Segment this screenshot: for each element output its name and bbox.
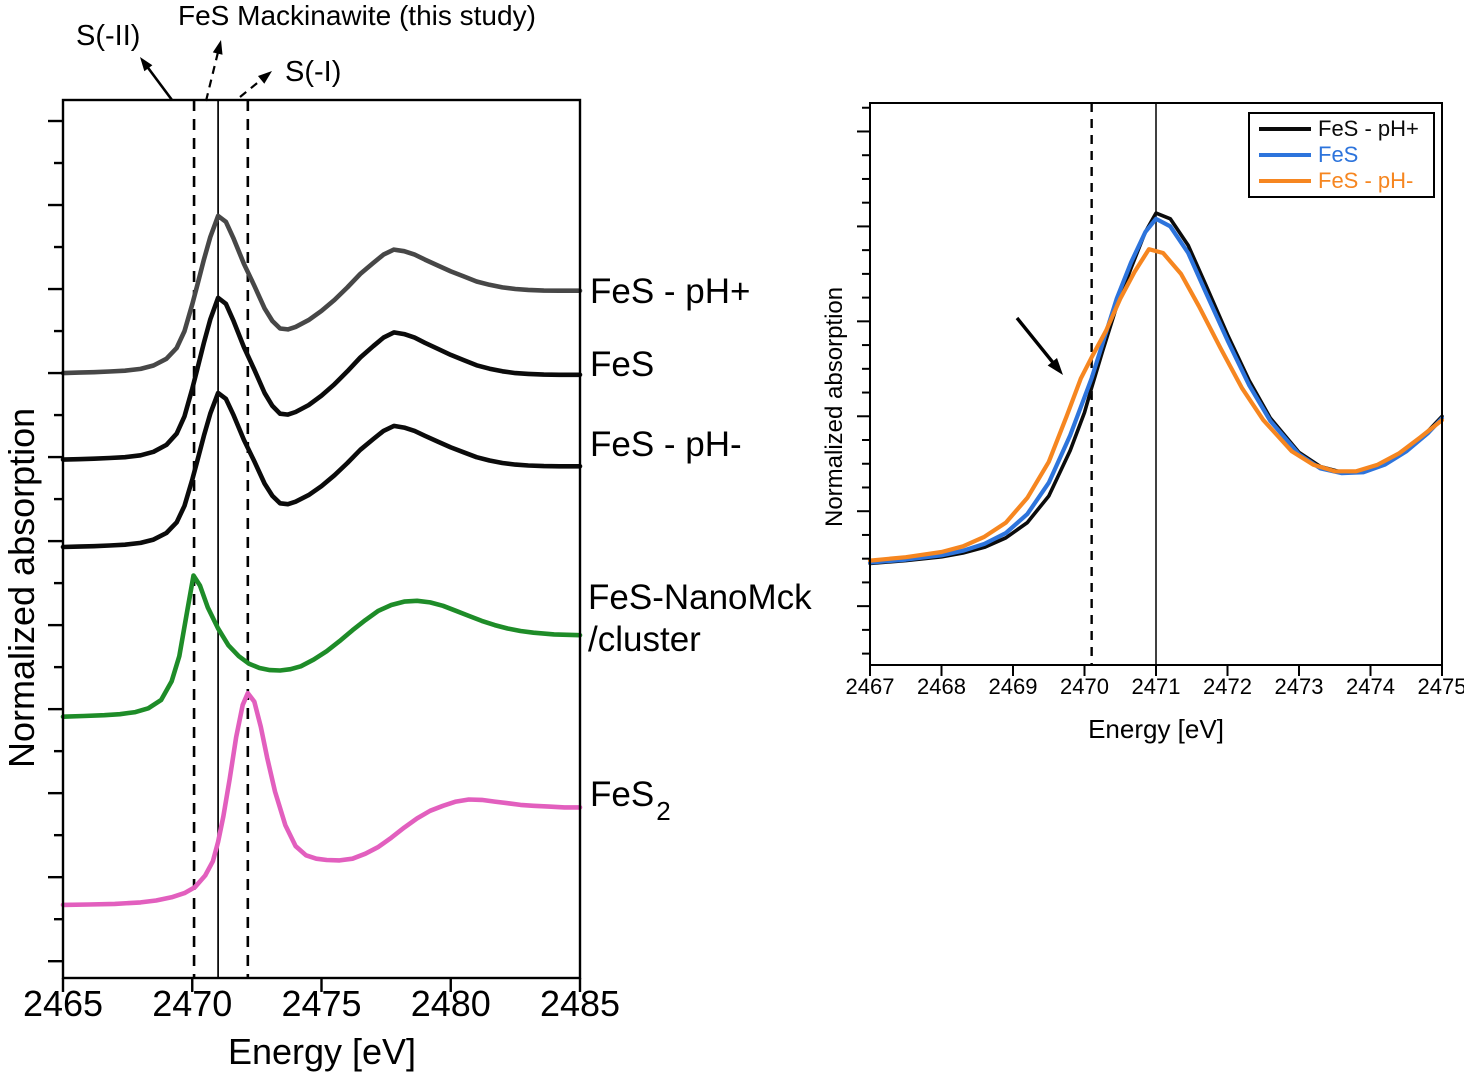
series-curve-fes-ph- bbox=[867, 247, 1445, 563]
legend-entry-fes-ph-plus: FeS - pH+ bbox=[1259, 118, 1433, 140]
x-tick-label: 2470 bbox=[152, 983, 233, 1024]
legend-entry-fes-ph-minus: FeS - pH- bbox=[1259, 170, 1433, 192]
arrowhead bbox=[140, 57, 153, 72]
x-tick-label: 2465 bbox=[22, 983, 104, 1024]
legend-label-fes-ph-plus: FeS - pH+ bbox=[1318, 116, 1419, 141]
annotation-mackinawite: FeS Mackinawite (this study) bbox=[178, 0, 536, 31]
annotation-s-minus-1: S(-I) bbox=[285, 56, 342, 88]
curve-label-fes2-base: FeS bbox=[590, 775, 655, 814]
legend-entry-fes: FeS bbox=[1259, 144, 1433, 166]
annotation-arrow-line bbox=[239, 75, 267, 98]
series-curve-fes bbox=[60, 295, 583, 462]
arrowhead bbox=[212, 40, 223, 55]
legend-line-fes-ph-minus bbox=[1259, 179, 1311, 183]
series-curve-fes-ph- bbox=[60, 390, 583, 550]
left-y-axis-title: Normalized absorption bbox=[1, 407, 42, 768]
annotation-arrow-line bbox=[1015, 316, 1058, 369]
x-tick-label: 2467 bbox=[845, 674, 895, 699]
curve-label-nanomck-line2: /cluster bbox=[588, 620, 701, 659]
left-x-axis-title: Energy [eV] bbox=[227, 1031, 417, 1072]
x-tick-label: 2485 bbox=[539, 983, 621, 1024]
right-x-axis-title: Energy [eV] bbox=[1088, 714, 1224, 744]
x-tick-label: 2475 bbox=[1417, 674, 1464, 699]
curve-label-fes-ph-minus: FeS - pH- bbox=[590, 425, 742, 464]
legend: FeS - pH+ FeS FeS - pH- bbox=[1248, 112, 1435, 198]
arrowhead bbox=[257, 71, 272, 84]
annotation-arrow-line bbox=[143, 62, 174, 101]
curve-label-fes2-subscript: 2 bbox=[656, 796, 671, 826]
arrowhead bbox=[1047, 358, 1063, 375]
curve-label-nanomck-line1: FeS-NanoMck bbox=[588, 578, 812, 617]
series-curve-fes-nanomck-cluster bbox=[60, 573, 583, 719]
x-tick-label: 2468 bbox=[917, 674, 966, 699]
x-tick-label: 2471 bbox=[1131, 674, 1181, 699]
legend-label-fes: FeS bbox=[1318, 142, 1359, 167]
x-tick-label: 2480 bbox=[410, 983, 491, 1024]
legend-label-fes-ph-minus: FeS - pH- bbox=[1318, 168, 1414, 193]
x-tick-label: 2475 bbox=[281, 983, 362, 1024]
series-curve-fes-ph- bbox=[60, 213, 583, 376]
curve-label-fes2: FeS2 bbox=[590, 775, 671, 824]
annotation-s-minus-2: S(-II) bbox=[76, 20, 141, 52]
curve-label-fes: FeS bbox=[590, 345, 655, 384]
right-y-axis-title: Normalized absorption bbox=[821, 286, 848, 527]
legend-line-fes-ph-plus bbox=[1259, 127, 1311, 131]
x-tick-label: 2472 bbox=[1203, 674, 1252, 699]
annotation-arrow-line bbox=[204, 47, 221, 102]
x-tick-label: 2469 bbox=[988, 674, 1038, 699]
legend-line-fes bbox=[1259, 153, 1311, 157]
x-tick-label: 2470 bbox=[1060, 674, 1109, 699]
x-tick-label: 2474 bbox=[1346, 674, 1395, 699]
x-tick-label: 2473 bbox=[1274, 674, 1324, 699]
series-curve-fes2 bbox=[60, 690, 583, 908]
plot-frame bbox=[61, 98, 582, 980]
curve-label-fes-ph-plus: FeS - pH+ bbox=[590, 272, 751, 311]
